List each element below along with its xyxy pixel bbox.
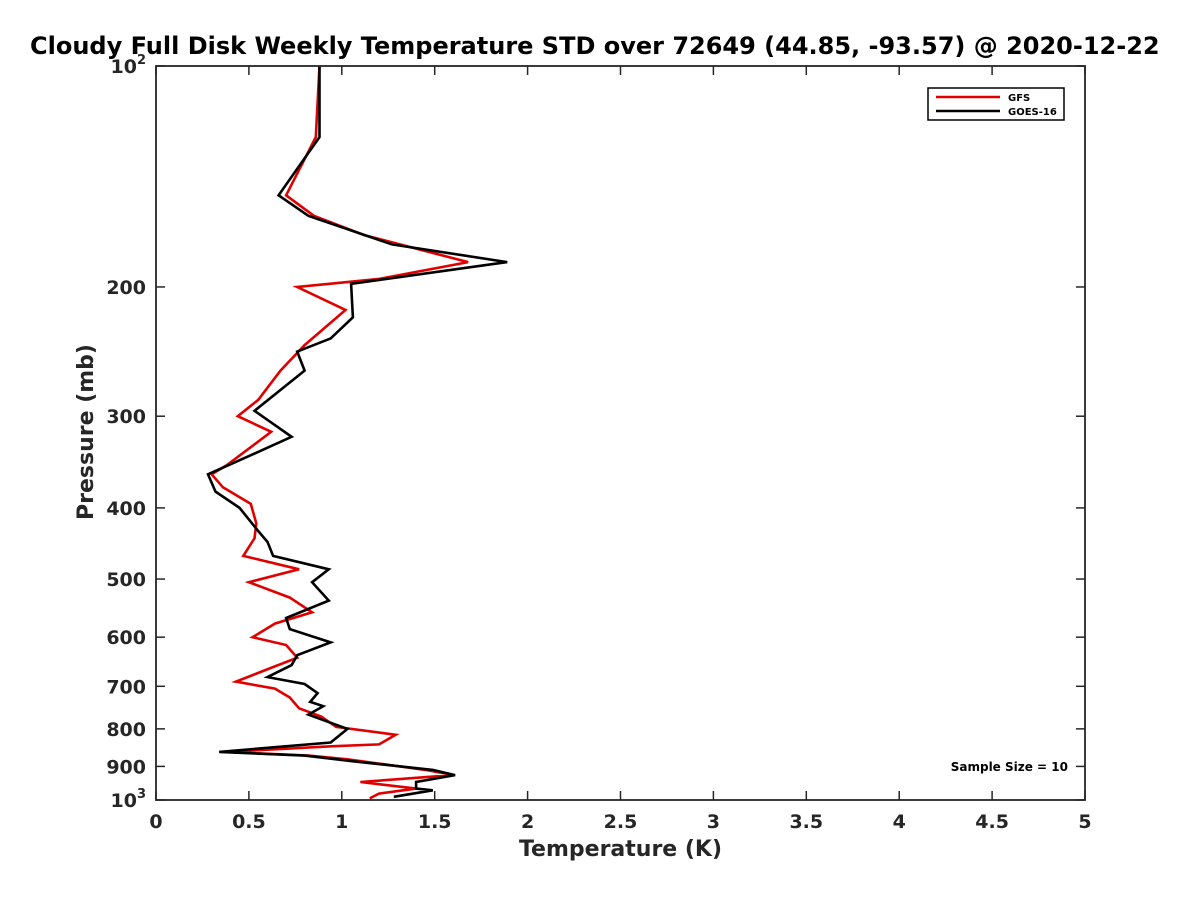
y-tick-label: 102: [111, 53, 147, 78]
legend-entry-label: GOES-16: [1008, 107, 1057, 118]
series-line-goes-16: [206, 66, 508, 799]
y-axis-label: Pressure (mb): [74, 344, 99, 520]
series-line-gfs: [209, 65, 469, 800]
x-tick-label: 0.5: [232, 811, 266, 833]
plot-lines: [206, 65, 508, 800]
y-axis-ticks: 102 200 300 400 500 600 700 800 900 103: [106, 53, 1085, 812]
x-axis-ticks: 0 0.5 1 1.5 2 2.5 3 3.5 4 4.5 5: [149, 66, 1092, 833]
y-tick-label: 103: [111, 787, 147, 812]
y-tick-label: 200: [106, 277, 146, 299]
x-tick-label: 3: [707, 811, 720, 833]
legend-box: [927, 87, 1065, 121]
y-tick-label: 700: [106, 676, 146, 698]
x-axis-label: Temperature (K): [519, 837, 722, 862]
y-tick-label: 600: [106, 627, 146, 649]
legend: GFS GOES-16: [927, 87, 1065, 121]
x-tick-label: 0: [149, 811, 162, 833]
y-tick-label: 800: [106, 719, 146, 741]
sample-size-annotation: Sample Size = 10: [951, 760, 1068, 774]
y-tick-label: 900: [106, 756, 146, 778]
x-tick-label: 4.5: [975, 811, 1009, 833]
y-tick-label: 400: [106, 498, 146, 520]
x-tick-label: 2: [521, 811, 534, 833]
x-tick-label: 1: [335, 811, 348, 833]
x-tick-label: 1.5: [418, 811, 452, 833]
y-tick-label: 500: [106, 569, 146, 591]
x-tick-label: 5: [1078, 811, 1091, 833]
x-tick-label: 2.5: [604, 811, 638, 833]
y-tick-label: 300: [106, 406, 146, 428]
chart-title: Cloudy Full Disk Weekly Temperature STD …: [30, 32, 1160, 60]
legend-entry-label: GFS: [1008, 93, 1030, 104]
x-tick-label: 4: [893, 811, 906, 833]
x-tick-label: 3.5: [789, 811, 823, 833]
